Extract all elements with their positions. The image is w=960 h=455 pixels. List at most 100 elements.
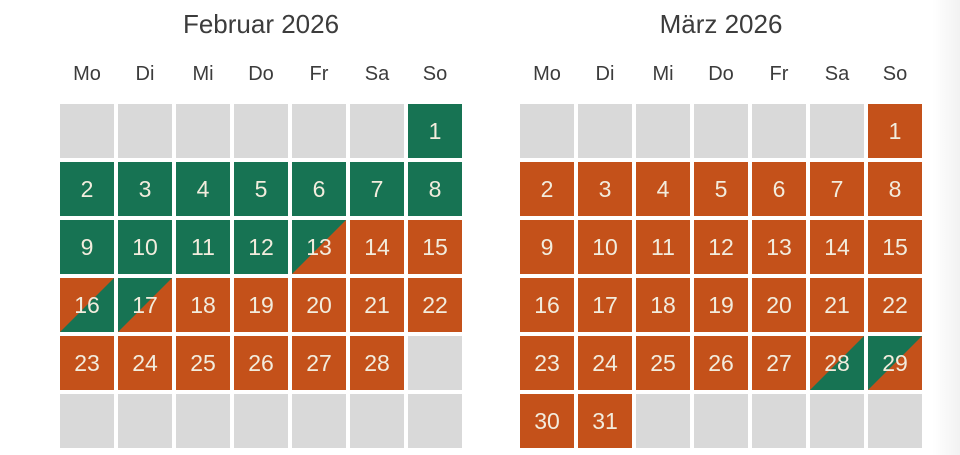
day-cell-30[interactable]: 30 xyxy=(520,394,574,448)
day-cell-26[interactable]: 26 xyxy=(234,336,288,390)
day-cell-23[interactable]: 23 xyxy=(520,336,574,390)
weekday-label-so: So xyxy=(422,63,448,85)
day-cell-25[interactable]: 25 xyxy=(636,336,690,390)
blank-cell xyxy=(292,104,346,158)
day-cell-22[interactable]: 22 xyxy=(408,278,462,332)
day-cell-2[interactable]: 2 xyxy=(60,162,114,216)
day-cell-4[interactable]: 4 xyxy=(636,162,690,216)
day-cell-20[interactable]: 20 xyxy=(292,278,346,332)
day-cell-9[interactable]: 9 xyxy=(520,220,574,274)
day-cell-21[interactable]: 21 xyxy=(350,278,404,332)
day-cell-26[interactable]: 26 xyxy=(694,336,748,390)
day-cell-28[interactable]: 28 xyxy=(810,336,864,390)
day-cell-29[interactable]: 29 xyxy=(868,336,922,390)
day-cell-12[interactable]: 12 xyxy=(234,220,288,274)
day-cell-6[interactable]: 6 xyxy=(292,162,346,216)
blank-cell xyxy=(350,394,404,448)
day-cell-7[interactable]: 7 xyxy=(350,162,404,216)
page-edge-shading xyxy=(932,0,960,455)
day-cell-13[interactable]: 13 xyxy=(292,220,346,274)
day-cell-13[interactable]: 13 xyxy=(752,220,806,274)
day-cell-18[interactable]: 18 xyxy=(636,278,690,332)
day-cell-25[interactable]: 25 xyxy=(176,336,230,390)
day-cell-10[interactable]: 10 xyxy=(118,220,172,274)
day-cell-17[interactable]: 17 xyxy=(118,278,172,332)
day-cell-14[interactable]: 14 xyxy=(350,220,404,274)
blank-cell xyxy=(350,104,404,158)
blank-cell xyxy=(810,104,864,158)
day-cell-12[interactable]: 12 xyxy=(694,220,748,274)
day-cell-22[interactable]: 22 xyxy=(868,278,922,332)
day-cell-19[interactable]: 19 xyxy=(694,278,748,332)
day-cell-17[interactable]: 17 xyxy=(578,278,632,332)
day-cell-4[interactable]: 4 xyxy=(176,162,230,216)
blank-cell xyxy=(868,394,922,448)
day-cell-7[interactable]: 7 xyxy=(810,162,864,216)
weekday-label-mo: Mo xyxy=(73,63,101,85)
weekday-label-sa: Sa xyxy=(824,63,850,85)
calendar-title-february: Februar 2026 xyxy=(182,9,340,39)
day-cell-9[interactable]: 9 xyxy=(60,220,114,274)
weekday-label-do: Do xyxy=(248,63,274,85)
day-cell-5[interactable]: 5 xyxy=(694,162,748,216)
day-grid-march: 1 2 3 4 5 6 7 8 9 10 11 12 13 14 15 16 17 18 19 20 21 22 23 24 2… xyxy=(520,104,922,448)
day-cell-3[interactable]: 3 xyxy=(118,162,172,216)
blank-cell xyxy=(292,394,346,448)
blank-cell xyxy=(176,394,230,448)
day-cell-24[interactable]: 24 xyxy=(118,336,172,390)
day-cell-16[interactable]: 16 xyxy=(60,278,114,332)
blank-cell xyxy=(694,394,748,448)
day-cell-11[interactable]: 11 xyxy=(176,220,230,274)
weekday-label-so: So xyxy=(882,63,908,85)
day-grid-february: 1 2 3 4 5 6 7 8 9 10 11 12 13 14 15 16 17 18 19 20 21 22 23 24 2… xyxy=(60,104,462,448)
day-cell-14[interactable]: 14 xyxy=(810,220,864,274)
day-cell-3[interactable]: 3 xyxy=(578,162,632,216)
blank-cell xyxy=(752,394,806,448)
day-cell-11[interactable]: 11 xyxy=(636,220,690,274)
weekday-label-fr: Fr xyxy=(769,63,789,85)
blank-cell xyxy=(578,104,632,158)
day-cell-6[interactable]: 6 xyxy=(752,162,806,216)
day-cell-18[interactable]: 18 xyxy=(176,278,230,332)
day-cell-21[interactable]: 21 xyxy=(810,278,864,332)
day-cell-2[interactable]: 2 xyxy=(520,162,574,216)
blank-cell xyxy=(60,104,114,158)
day-cell-31[interactable]: 31 xyxy=(578,394,632,448)
calendar-february: Februar 2026 Mo Di Mi Do Fr Sa So 1 2 3 4 5 6 7 8 9 10 1… xyxy=(60,0,462,448)
blank-cell xyxy=(118,104,172,158)
day-cell-27[interactable]: 27 xyxy=(752,336,806,390)
day-cell-10[interactable]: 10 xyxy=(578,220,632,274)
day-cell-15[interactable]: 15 xyxy=(868,220,922,274)
weekday-label-sa: Sa xyxy=(364,63,390,85)
calendar-march: März 2026 Mo Di Mi Do Fr Sa So 1 2 3 4 5 6 7 8 9 10 11 12… xyxy=(520,0,922,448)
blank-cell xyxy=(636,104,690,158)
weekday-header-february: Mo Di Mi Do Fr Sa So xyxy=(60,63,462,85)
blank-cell xyxy=(636,394,690,448)
day-cell-16[interactable]: 16 xyxy=(520,278,574,332)
day-cell-19[interactable]: 19 xyxy=(234,278,288,332)
day-cell-27[interactable]: 27 xyxy=(292,336,346,390)
blank-cell xyxy=(176,104,230,158)
weekday-label-di: Di xyxy=(135,63,155,85)
day-cell-5[interactable]: 5 xyxy=(234,162,288,216)
weekday-header-march: Mo Di Mi Do Fr Sa So xyxy=(520,63,922,85)
blank-cell xyxy=(694,104,748,158)
blank-cell xyxy=(118,394,172,448)
blank-cell xyxy=(520,104,574,158)
blank-cell xyxy=(234,104,288,158)
day-cell-1[interactable]: 1 xyxy=(408,104,462,158)
day-cell-24[interactable]: 24 xyxy=(578,336,632,390)
calendar-title-march: März 2026 xyxy=(659,9,783,39)
day-cell-8[interactable]: 8 xyxy=(868,162,922,216)
day-cell-15[interactable]: 15 xyxy=(408,220,462,274)
day-cell-1[interactable]: 1 xyxy=(868,104,922,158)
blank-cell xyxy=(60,394,114,448)
blank-cell xyxy=(408,394,462,448)
day-cell-28[interactable]: 28 xyxy=(350,336,404,390)
weekday-label-mo: Mo xyxy=(533,63,561,85)
day-cell-8[interactable]: 8 xyxy=(408,162,462,216)
weekday-label-mi: Mi xyxy=(192,63,214,85)
day-cell-23[interactable]: 23 xyxy=(60,336,114,390)
day-cell-20[interactable]: 20 xyxy=(752,278,806,332)
